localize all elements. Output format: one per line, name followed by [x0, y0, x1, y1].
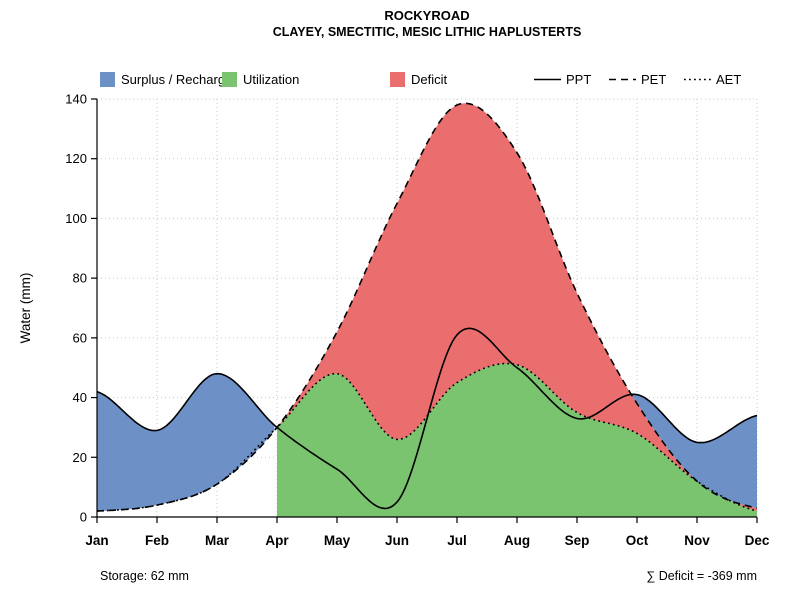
legend-swatch-deficit	[390, 72, 405, 87]
month-label: Nov	[684, 533, 710, 548]
y-tick-label: 20	[73, 450, 87, 465]
axes: 0 20 40 60 80 100 120 140 Jan Feb Mar Apr May Jun Jul A…	[65, 92, 770, 549]
legend-line-label: AET	[716, 72, 741, 87]
utilization-area	[277, 363, 757, 517]
surplus-recharge-area	[97, 373, 757, 511]
legend-area-label: Surplus / Recharge	[121, 72, 232, 87]
month-label: Dec	[745, 533, 770, 548]
month-label: Mar	[205, 533, 230, 548]
legend-swatch-surplus	[100, 72, 115, 87]
month-label: Jun	[385, 533, 409, 548]
y-tick-label: 0	[80, 510, 87, 525]
month-label: Jul	[447, 533, 467, 548]
y-tick-label: 80	[73, 271, 87, 286]
legend-area-label: Utilization	[243, 72, 299, 87]
y-tick-label: 120	[65, 151, 87, 166]
series-lines	[96, 102, 758, 512]
legend-area-label: Deficit	[411, 72, 448, 87]
pet-line	[96, 102, 758, 512]
deficit-area	[279, 103, 757, 512]
ppt-line	[96, 327, 758, 510]
y-tick-label: 100	[65, 211, 87, 226]
deficit-sum-annotation: ∑ Deficit = -369 mm	[646, 569, 757, 583]
y-tick-label: 140	[65, 92, 87, 107]
month-label: Feb	[145, 533, 169, 548]
month-label: Sep	[565, 533, 590, 548]
y-tick-label: 60	[73, 330, 87, 345]
area-fills	[97, 103, 757, 517]
chart-title: ROCKYROAD	[384, 8, 469, 23]
month-label: Apr	[265, 533, 289, 548]
month-label: Oct	[626, 533, 649, 548]
legend-line-label: PPT	[566, 72, 591, 87]
storage-annotation: Storage: 62 mm	[100, 569, 189, 583]
y-tick-label: 40	[73, 390, 87, 405]
month-label: Jan	[85, 533, 108, 548]
chart-subtitle: CLAYEY, SMECTITIC, MESIC LITHIC HAPLUSTE…	[273, 25, 582, 39]
y-axis-label: Water (mm)	[18, 273, 33, 344]
legend-line-label: PET	[641, 72, 666, 87]
month-label: Aug	[504, 533, 530, 548]
month-label: May	[324, 533, 351, 548]
legend-swatch-utilization	[222, 72, 237, 87]
legend: Surplus / Recharge Utilization Deficit PPT P…	[100, 72, 741, 87]
